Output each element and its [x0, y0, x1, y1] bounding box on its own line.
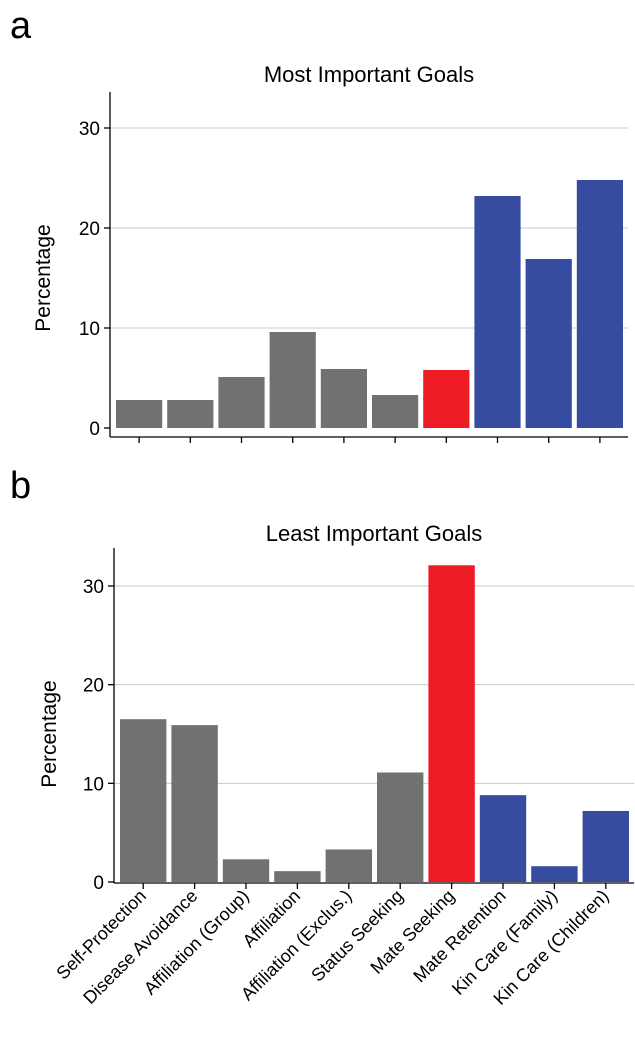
bar [116, 400, 162, 428]
y-tick-label: 10 [79, 319, 100, 340]
bar [372, 395, 418, 428]
y-axis-label: Percentage [38, 680, 61, 787]
x-tick-label: Status Seeking [307, 886, 407, 986]
y-tick-label: 20 [83, 676, 104, 697]
bar [474, 196, 520, 428]
bar [577, 180, 623, 428]
chart-a: Most Important Goals Percentage 0 10 20 30 [32, 62, 628, 443]
bar [218, 377, 264, 428]
bar [377, 772, 423, 882]
bar [428, 565, 474, 882]
panel-b-letter: b [10, 465, 31, 507]
bar [274, 871, 320, 882]
y-tick-label: 30 [83, 577, 104, 598]
x-tick-label: Self-Protection [52, 886, 150, 984]
chart-title: Most Important Goals [264, 62, 474, 87]
y-tick-label: 0 [89, 419, 100, 440]
bar [583, 811, 629, 882]
bar [171, 725, 217, 882]
bar [321, 369, 367, 428]
bar [526, 259, 572, 428]
y-tick-label: 0 [93, 873, 104, 894]
x-tick-label: Mate Retention [409, 886, 509, 986]
bar [423, 370, 469, 428]
bar [167, 400, 213, 428]
y-tick-label: 20 [79, 219, 100, 240]
bar [326, 849, 372, 882]
bar [120, 719, 166, 882]
y-tick-label: 10 [83, 774, 104, 795]
panel-a-letter: a [10, 5, 32, 47]
y-tick-label: 30 [79, 119, 100, 140]
bar [531, 866, 577, 882]
bar [480, 795, 526, 882]
chart-title: Least Important Goals [266, 521, 482, 546]
chart-b: Least Important Goals Percentage 0 10 20 30 Se… [38, 521, 634, 1009]
bar [223, 859, 269, 882]
y-axis-label: Percentage [32, 224, 55, 331]
bar [270, 332, 316, 428]
